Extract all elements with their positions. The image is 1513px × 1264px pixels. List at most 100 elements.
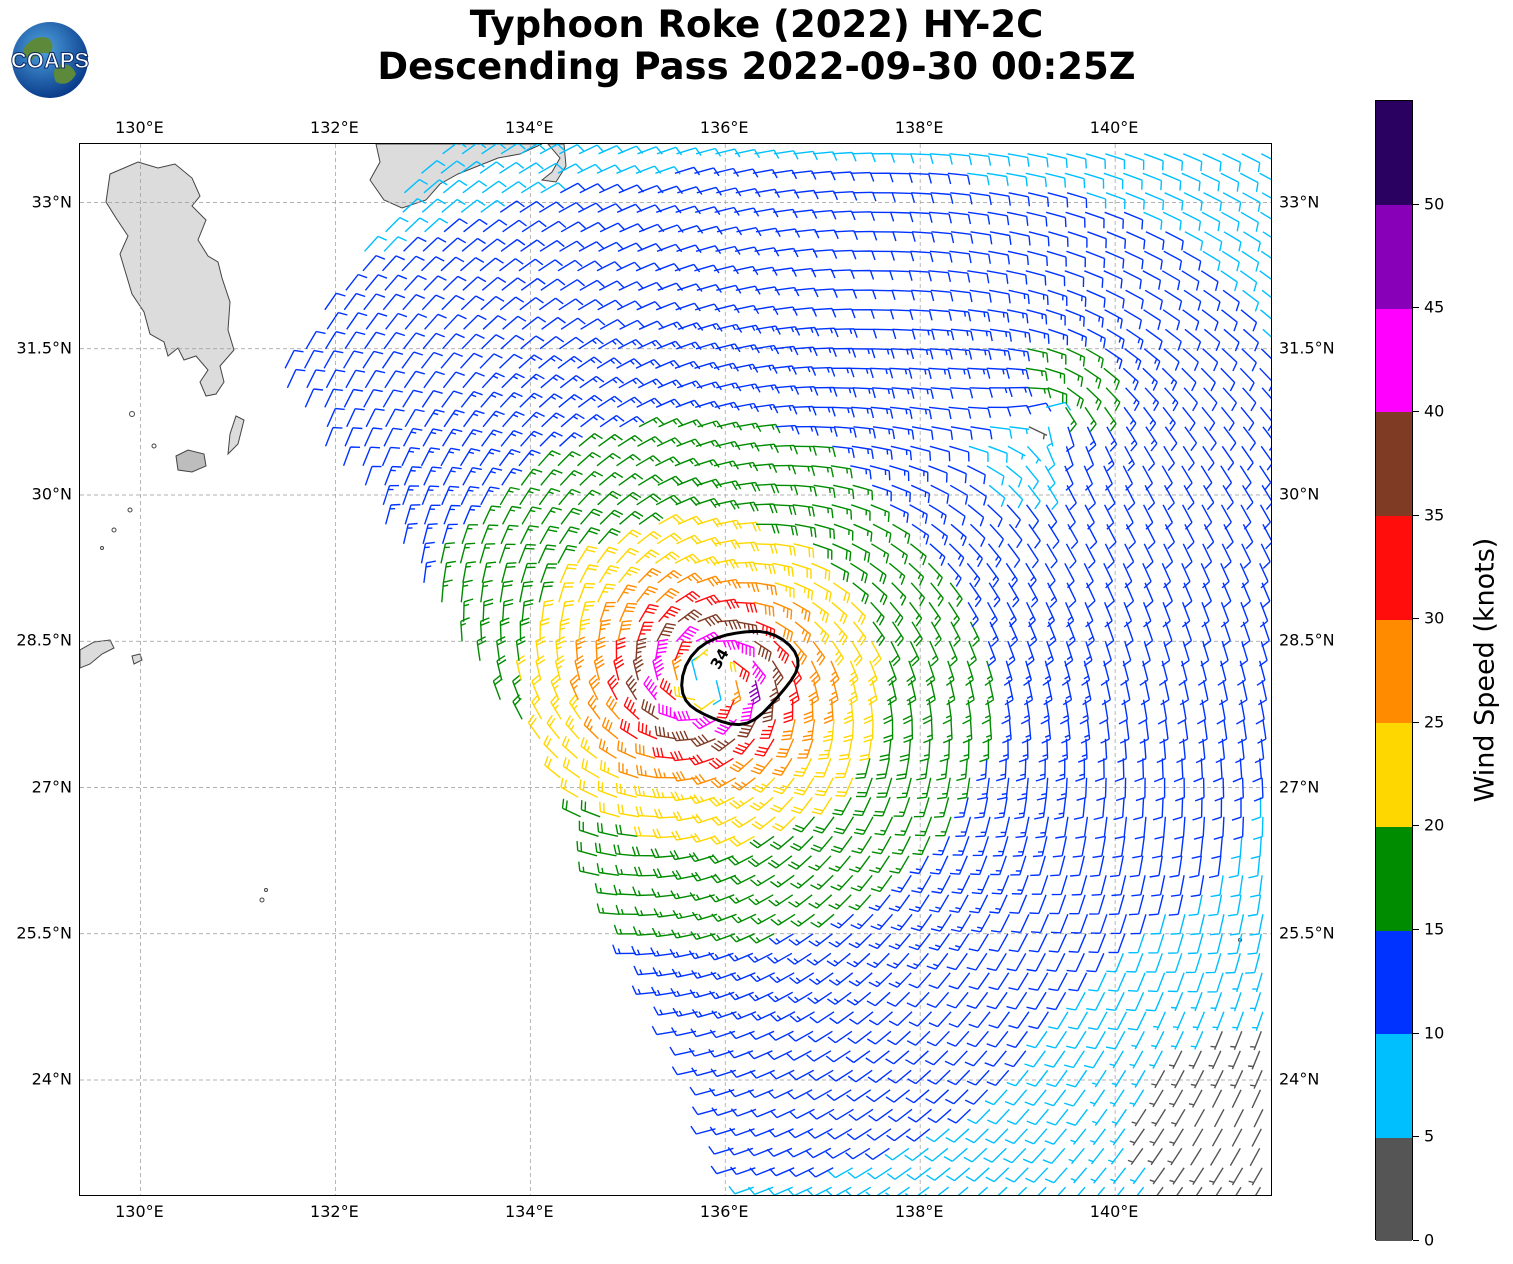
wind-barb: [1122, 270, 1142, 290]
wind-barb: [888, 933, 911, 950]
wind-barb: [710, 738, 736, 752]
wind-barb: [888, 894, 911, 912]
wind-barb: [967, 211, 991, 225]
lon-tick-label-bottom: 134°E: [504, 1202, 554, 1221]
wind-barb: [931, 874, 951, 894]
wind-barb: [1088, 1147, 1105, 1165]
wind-barb: [1084, 270, 1104, 288]
wind-barb: [1107, 1147, 1124, 1165]
wind-barb: [1176, 1186, 1184, 1195]
wind-barb: [558, 582, 575, 603]
wind-barb: [1114, 758, 1125, 783]
wind-barb: [579, 375, 605, 389]
wind-barb: [945, 1128, 970, 1143]
wind-barb: [1232, 1011, 1245, 1031]
wind-barb: [697, 225, 723, 235]
wind-barb: [442, 144, 467, 155]
wind-barb: [1163, 621, 1173, 648]
wind-barb: [845, 1147, 871, 1160]
wind-barb: [1110, 1167, 1127, 1185]
wind-barb: [852, 797, 872, 817]
wind-barb: [1143, 211, 1163, 230]
wind-barb: [946, 680, 956, 706]
wind-barb: [909, 640, 920, 667]
wind-barb: [1065, 446, 1074, 472]
lon-tick-label-top: 140°E: [1089, 118, 1139, 137]
wind-barb: [1085, 153, 1106, 169]
wind-barb: [1163, 348, 1180, 371]
wind-barb: [1213, 816, 1225, 840]
wind-barb: [1084, 309, 1104, 328]
wind-barb: [914, 816, 933, 837]
wind-barb: [731, 680, 742, 706]
wind-barb: [810, 874, 834, 890]
wind-barb: [696, 186, 722, 196]
wind-barb: [1144, 484, 1156, 511]
wind-barb: [1241, 153, 1261, 173]
wind-barb: [928, 172, 952, 185]
lat-tick-label-left: 30°N: [31, 484, 72, 504]
wind-barb: [1203, 426, 1217, 452]
wind-barb: [306, 369, 326, 389]
wind-barb: [463, 218, 488, 233]
wind-barb: [906, 991, 930, 1008]
wind-barb: [443, 218, 468, 233]
wind-barb: [480, 524, 499, 545]
wind-barb: [1044, 1128, 1067, 1145]
wind-barb: [578, 337, 604, 350]
wind-barb: [1134, 816, 1147, 840]
wind-barb: [790, 796, 813, 814]
wind-barb: [420, 541, 435, 564]
wind-barb: [1242, 523, 1254, 550]
wind-barb: [833, 523, 854, 541]
wind-barb: [1058, 738, 1068, 763]
chart-title: Typhoon Roke (2022) HY-2C Descending Pas…: [150, 4, 1363, 88]
wind-barb: [985, 1167, 1010, 1183]
wind-barb: [346, 408, 365, 428]
wind-barb: [871, 543, 890, 564]
wind-barb: [1183, 387, 1199, 412]
wind-barb: [1164, 192, 1184, 211]
wind-barb: [404, 408, 425, 428]
wind-barb: [1255, 1186, 1262, 1195]
wind-barb: [1203, 387, 1218, 412]
wind-barb: [1147, 1147, 1163, 1166]
wind-barb: [596, 822, 619, 837]
wind-barb: [968, 641, 977, 667]
wind-barb: [382, 484, 400, 506]
wind-barb: [1028, 387, 1052, 399]
wind-barb: [1220, 270, 1238, 292]
wind-barb: [949, 153, 973, 166]
wind-barb: [872, 192, 896, 203]
colorbar-segment: [1376, 930, 1412, 1035]
wind-barb: [781, 719, 796, 741]
wind-barb: [928, 933, 950, 951]
wind-barb: [948, 1011, 972, 1028]
wind-barb: [848, 1108, 874, 1121]
wind-barb: [1064, 504, 1076, 530]
wind-barb: [807, 991, 833, 1005]
wind-barb: [1041, 719, 1052, 744]
wind-barb: [1253, 816, 1264, 841]
wind-barb: [950, 621, 961, 647]
wind-barb: [887, 660, 897, 686]
wind-barb: [755, 423, 781, 434]
wind-barb: [303, 349, 324, 369]
wind-barb: [946, 952, 968, 971]
lon-tick-label-bottom: 138°E: [894, 1202, 944, 1221]
wind-barb: [656, 532, 682, 545]
wind-barb: [636, 493, 662, 506]
wind-barb: [1203, 289, 1221, 312]
wind-barb: [1046, 1069, 1068, 1088]
wind-barb: [788, 680, 800, 706]
wind-barb: [579, 183, 605, 194]
wind-barb: [890, 640, 901, 667]
wind-barb: [876, 777, 893, 798]
wind-barb: [988, 445, 1008, 463]
wind-barb: [1090, 855, 1105, 877]
wind-barb: [1163, 445, 1175, 471]
wind-barb: [1125, 289, 1144, 310]
wind-barb: [1012, 836, 1029, 857]
wind-barb: [539, 144, 566, 155]
wind-barb: [1163, 543, 1174, 569]
